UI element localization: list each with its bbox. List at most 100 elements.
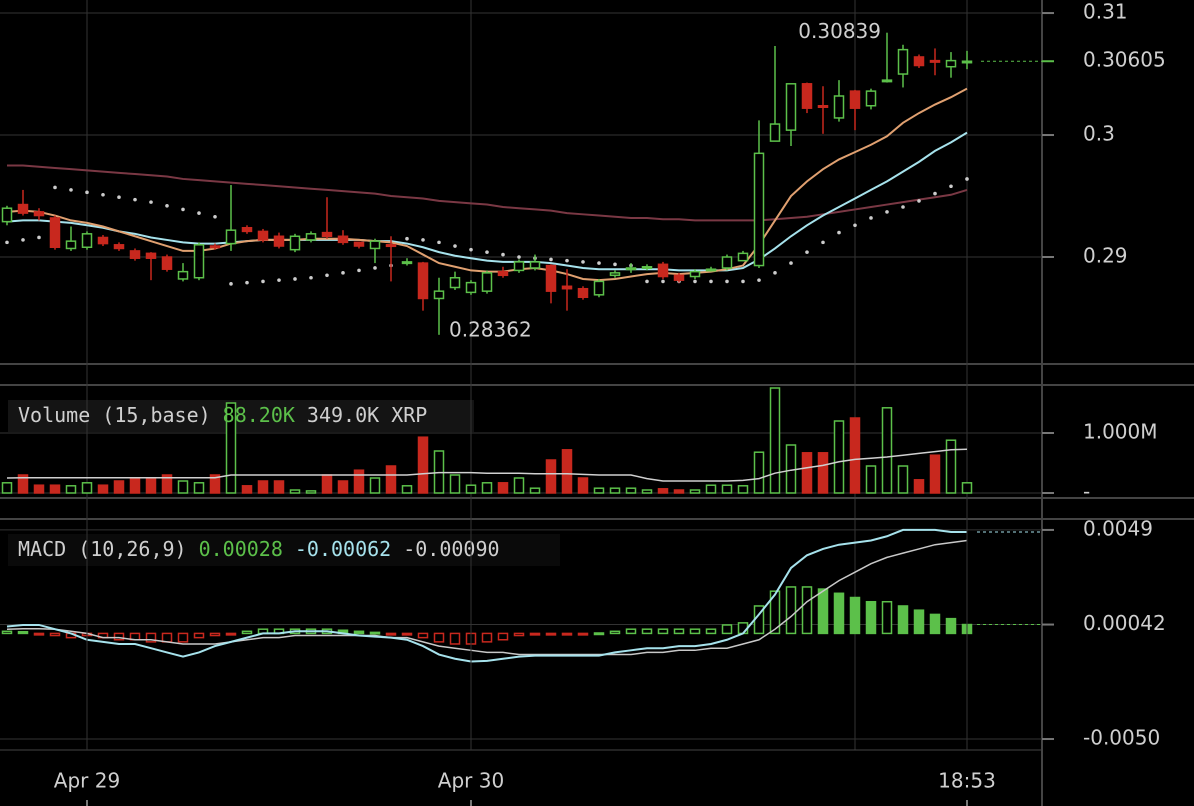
volume-bar	[273, 480, 285, 494]
y-tick-label: 0.3	[1083, 122, 1115, 146]
histogram-bar	[897, 605, 909, 635]
histogram-bar	[417, 632, 429, 639]
candle-body	[417, 262, 429, 300]
sar-dot	[773, 271, 777, 275]
sar-dot	[101, 192, 105, 197]
histogram-bar	[17, 630, 29, 635]
volume-bar	[193, 482, 205, 494]
volume-bar	[929, 454, 941, 494]
sar-dot	[325, 273, 329, 278]
candle-body	[289, 235, 301, 251]
sar-dot	[501, 252, 505, 257]
volume-bar	[129, 478, 141, 494]
volume-bar	[513, 477, 525, 494]
candle-body	[1, 207, 13, 223]
histogram-bar	[657, 628, 669, 635]
volume-bar	[769, 387, 781, 494]
histogram-bar	[641, 628, 653, 635]
candle-body	[97, 236, 109, 245]
histogram-bar	[817, 588, 829, 635]
histogram-bar	[193, 632, 205, 639]
histogram-bar	[481, 632, 493, 643]
sar-dot	[581, 260, 585, 264]
volume-bar	[945, 439, 957, 494]
volume-bar	[625, 487, 637, 494]
candle-body	[705, 268, 717, 272]
legend: MACD (10,26,9) 0.00028 -0.00062 -0.00090	[18, 537, 500, 561]
volume-bar	[225, 402, 237, 494]
histogram-bar	[625, 628, 637, 635]
sar-dot	[757, 278, 761, 282]
volume-bar	[337, 480, 349, 494]
sar-dot	[837, 230, 841, 235]
candle-body	[593, 280, 605, 296]
candle-body	[353, 241, 365, 247]
volume-bar	[257, 480, 269, 494]
volume-bar	[817, 452, 829, 494]
x-tick-label: 18:53	[938, 769, 996, 793]
legend-entry: 349.0K XRP	[307, 403, 427, 427]
volume-bar	[209, 474, 221, 494]
sar-dot	[293, 277, 297, 281]
histogram-bar	[609, 630, 621, 635]
candle-body	[481, 272, 493, 292]
volume-bar	[449, 474, 461, 494]
sar-dot	[693, 279, 697, 284]
sar-dot	[469, 247, 473, 252]
candle-body	[833, 95, 845, 119]
sar-dot	[725, 279, 729, 284]
sar-dot	[885, 210, 889, 214]
candle-body	[513, 261, 525, 272]
volume-average-line	[6, 448, 968, 482]
sar-dot	[901, 205, 905, 209]
volume-bar	[961, 482, 973, 494]
volume-bar	[321, 474, 333, 494]
candle-body	[913, 56, 925, 67]
candle-body	[449, 276, 461, 289]
volume-bar	[705, 484, 717, 494]
histogram-bar	[1, 630, 13, 635]
candle-body	[657, 263, 669, 278]
candle-body	[721, 256, 733, 269]
candle-body	[897, 48, 909, 75]
sar-dot	[37, 235, 41, 240]
sar-dot	[5, 240, 9, 245]
candle-body	[193, 244, 205, 279]
macd-line	[6, 528, 967, 663]
candle-body	[161, 256, 173, 270]
sar-dot	[741, 279, 745, 284]
sar-dot	[165, 203, 169, 208]
sar-dot	[821, 240, 825, 245]
macd-legend-background	[8, 534, 560, 566]
volume-bar	[881, 407, 893, 494]
candle-body	[241, 226, 253, 233]
candle-body	[929, 59, 941, 63]
sar-dot	[517, 255, 521, 259]
histogram-bar	[705, 628, 717, 635]
histogram-bar	[945, 617, 957, 635]
histogram-bar	[833, 592, 845, 635]
y-tick-label: -0.0050	[1083, 726, 1160, 750]
candle-body	[737, 252, 749, 262]
histogram-bar	[449, 632, 461, 645]
volume-bar	[177, 480, 189, 494]
volume-bar	[385, 465, 397, 494]
sar-dot	[933, 191, 937, 196]
sar-dot	[357, 268, 361, 273]
signal-line	[6, 539, 968, 656]
candle-body	[769, 123, 781, 142]
candle-body	[753, 152, 765, 267]
histogram-bar	[849, 596, 861, 635]
candle-body	[849, 90, 861, 109]
sar-dot	[213, 214, 217, 219]
histogram-bar	[529, 632, 541, 636]
last-price-label: 0.30605	[1083, 48, 1166, 72]
sar-dot	[613, 262, 617, 267]
sar-dot	[789, 261, 793, 265]
sar-dot	[917, 199, 921, 203]
sar-dot	[53, 185, 57, 190]
histogram-bar	[881, 600, 893, 635]
volume-bar	[241, 485, 253, 494]
sar-dot	[85, 190, 89, 195]
sar-dot	[965, 177, 969, 181]
